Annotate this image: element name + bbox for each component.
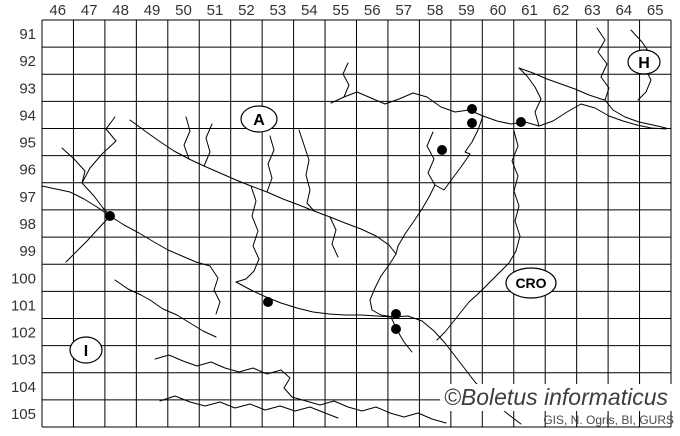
- credit-backdrop: [440, 384, 678, 411]
- country-labels: A H CRO I: [69, 49, 661, 364]
- row-label: 95: [19, 135, 36, 152]
- row-label: 99: [19, 243, 36, 260]
- country-label-italy: I: [84, 343, 88, 360]
- river-path: [61, 147, 86, 184]
- country-ellipse-croatia: [505, 267, 557, 299]
- column-label: 48: [112, 2, 129, 19]
- river-path: [154, 354, 447, 424]
- column-label: 63: [584, 2, 601, 19]
- river-path: [298, 129, 315, 212]
- river-path: [436, 130, 521, 341]
- row-label: 98: [19, 216, 36, 233]
- occurrence-dot: [105, 211, 115, 221]
- column-label: 47: [81, 2, 98, 19]
- row-label: 92: [19, 53, 36, 70]
- credit-block: ©Boletus informaticus GIS, N. Ogris, BI,…: [440, 384, 678, 427]
- column-labels: 46 47 48 49 50 51 52 53 54 55 56 57 58 59 60 61 62 63 64 65: [49, 2, 663, 19]
- column-label: 50: [175, 2, 192, 19]
- river-path: [596, 27, 667, 129]
- column-label: 60: [490, 2, 507, 19]
- column-label: 62: [553, 2, 570, 19]
- row-label: 96: [19, 162, 36, 179]
- column-label: 59: [458, 2, 475, 19]
- river-path: [203, 123, 213, 167]
- grid: [41, 19, 672, 428]
- column-label: 58: [427, 2, 444, 19]
- column-label: 65: [647, 2, 664, 19]
- river-path: [235, 185, 260, 283]
- river-path: [518, 67, 606, 101]
- river-path: [390, 316, 413, 353]
- river-path: [518, 67, 542, 127]
- occurrence-dots: [105, 104, 526, 334]
- column-label: 46: [49, 2, 66, 19]
- occurrence-dot: [516, 117, 526, 127]
- country-ellipse-italy: [69, 336, 103, 364]
- attribution-text: GIS, N. Ogris, BI, GURS: [543, 413, 674, 427]
- row-label: 103: [11, 352, 36, 369]
- river-path: [464, 115, 484, 155]
- river-path: [183, 116, 191, 160]
- river-path: [159, 395, 339, 419]
- river-path: [41, 185, 111, 217]
- river-path: [235, 281, 392, 318]
- river-network: [41, 27, 667, 425]
- river-path: [342, 62, 350, 98]
- column-label: 56: [364, 2, 381, 19]
- country-label-austria: A: [253, 112, 265, 129]
- river-path: [109, 215, 211, 267]
- river-path: [209, 265, 221, 315]
- river-path: [434, 153, 471, 191]
- river-path: [266, 135, 275, 193]
- column-label: 57: [395, 2, 412, 19]
- occurrence-dot: [467, 104, 477, 114]
- column-label: 61: [521, 2, 538, 19]
- row-label: 105: [11, 406, 36, 423]
- row-label: 94: [19, 107, 36, 124]
- column-label: 52: [238, 2, 255, 19]
- row-label: 97: [19, 189, 36, 206]
- river-path: [395, 131, 436, 255]
- river-path: [329, 216, 339, 258]
- country-label-hungary: H: [638, 55, 650, 72]
- occurrence-dot: [391, 324, 401, 334]
- country-ellipse-austria: [240, 105, 278, 133]
- river-path: [114, 279, 151, 301]
- river-path: [330, 91, 667, 130]
- column-label: 51: [207, 2, 224, 19]
- river-path: [65, 116, 117, 263]
- row-label: 102: [11, 325, 36, 342]
- occurrence-dot: [437, 145, 447, 155]
- column-label: 49: [144, 2, 161, 19]
- row-label: 93: [19, 80, 36, 97]
- river-path: [149, 299, 217, 338]
- column-label: 53: [270, 2, 287, 19]
- occurrence-dot: [391, 309, 401, 319]
- row-labels: 91 92 93 94 95 96 97 98 99 100 101 102 103 104 105: [11, 26, 36, 423]
- country-ellipse-hungary: [627, 49, 661, 75]
- credit-text: ©Boletus informaticus: [444, 384, 669, 410]
- country-label-croatia: CRO: [515, 275, 546, 291]
- row-label: 91: [19, 26, 36, 43]
- occurrence-dot: [467, 118, 477, 128]
- occurrence-dot: [263, 297, 273, 307]
- row-label: 100: [11, 270, 36, 287]
- column-label: 64: [615, 2, 632, 19]
- row-label: 101: [11, 297, 36, 314]
- column-label: 54: [301, 2, 318, 19]
- row-label: 104: [11, 379, 36, 396]
- column-label: 55: [332, 2, 349, 19]
